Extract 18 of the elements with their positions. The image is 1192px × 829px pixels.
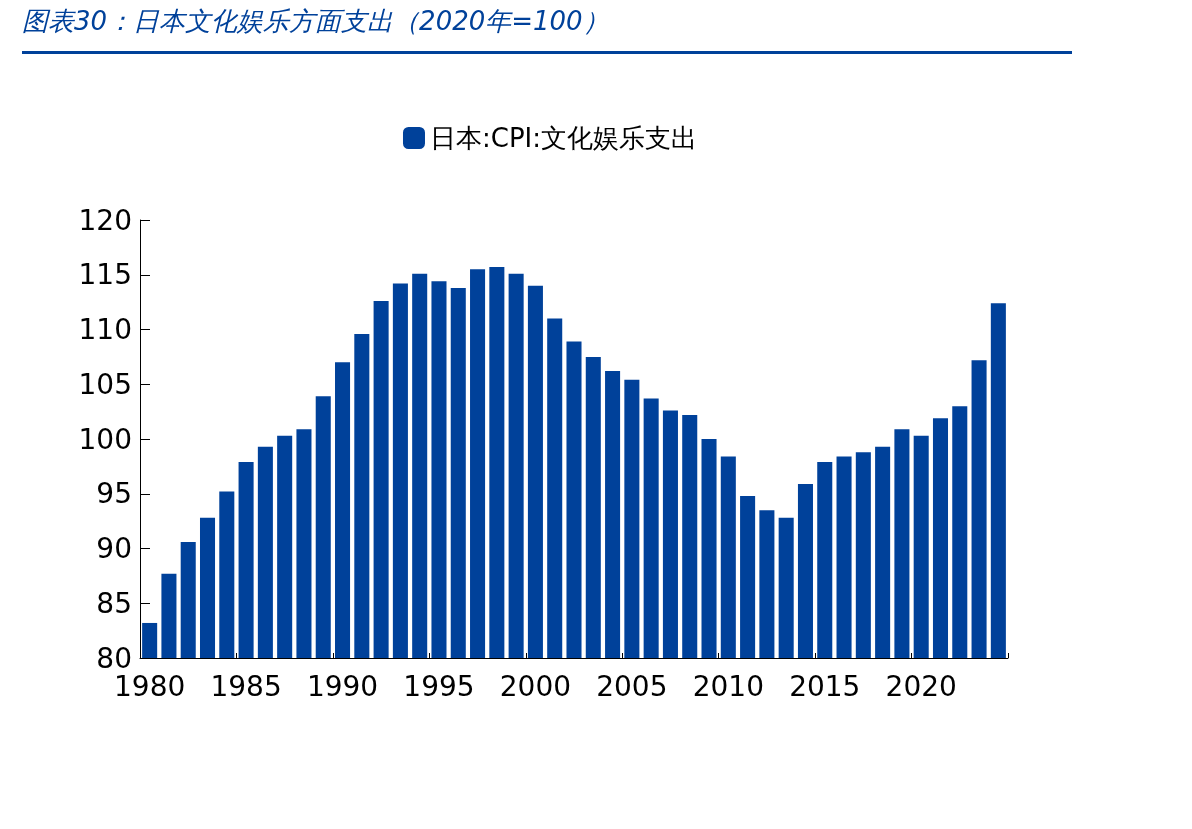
- legend-label: 日本:CPI:文化娱乐支出: [429, 123, 698, 153]
- x-tick-label: 2005: [596, 669, 668, 703]
- y-tick-label: 115: [78, 258, 132, 292]
- x-tick-label: 1995: [403, 669, 475, 703]
- x-tick-label: 1985: [210, 669, 282, 703]
- y-tick-label: 85: [96, 586, 132, 620]
- y-tick-label: 110: [78, 313, 132, 346]
- x-tick-label: 2000: [499, 669, 572, 703]
- y-tick-label: 100: [78, 422, 132, 456]
- y-tick-label: 105: [78, 367, 132, 401]
- chart-title: 图表30：日本文化娱乐方面支出（2020年=100）: [22, 4, 1072, 54]
- x-tick-label: 2020: [885, 669, 957, 703]
- x-tick-label: 1990: [306, 669, 379, 703]
- y-tick-label: 120: [78, 203, 132, 237]
- x-tick-label: 2015: [789, 669, 861, 703]
- y-tick-label: 95: [96, 477, 132, 511]
- y-tick-label: 90: [96, 532, 132, 565]
- x-tick-label: 2010: [692, 669, 764, 703]
